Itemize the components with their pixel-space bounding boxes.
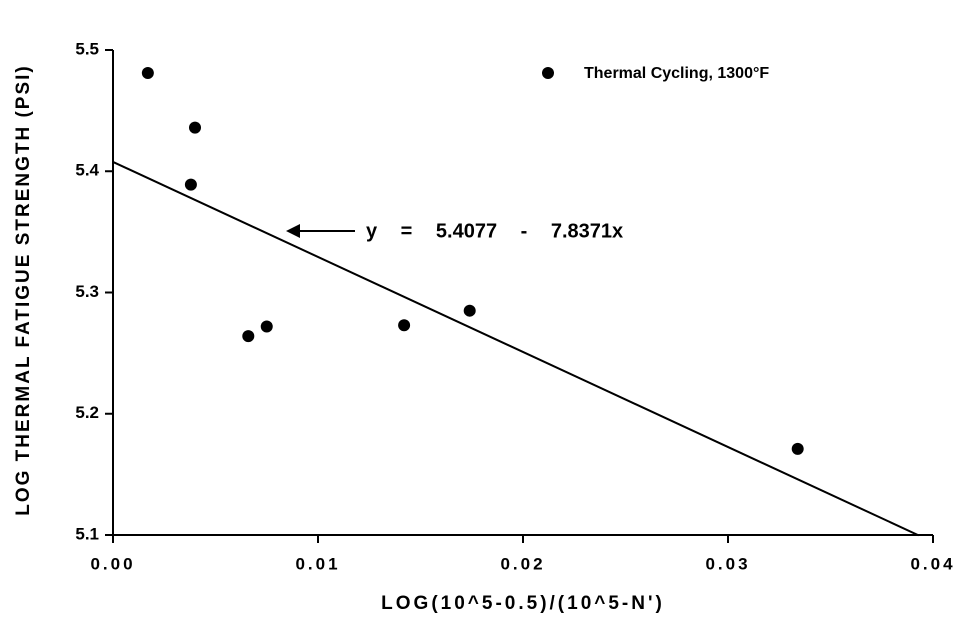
y-tick-label: 5.2 xyxy=(75,403,99,422)
x-tick-label: 0.03 xyxy=(705,554,750,573)
x-tick-label: 0.00 xyxy=(90,554,135,573)
x-axis-label: LOG(10^5-0.5)/(10^5-N') xyxy=(381,593,665,614)
scatter-point xyxy=(184,178,197,191)
y-tick-label: 5.4 xyxy=(75,161,99,180)
annotation: y = 5.4077 - 7.8371x xyxy=(366,220,623,242)
y-tick-label: 5.1 xyxy=(75,524,99,543)
legend-label: Thermal Cycling, 1300°F xyxy=(584,65,769,82)
y-tick-label: 5.5 xyxy=(75,39,99,58)
scatter-point xyxy=(141,67,154,80)
fit-line xyxy=(112,161,920,537)
scatter-point xyxy=(463,304,476,317)
y-axis-label: LOG THERMAL FATIGUE STRENGTH (PSI) xyxy=(13,64,34,516)
x-tick-label: 0.01 xyxy=(295,554,340,573)
scatter-point xyxy=(260,320,273,333)
scatter-point xyxy=(398,319,411,332)
legend-marker xyxy=(542,67,554,79)
x-tick-label: 0.04 xyxy=(910,554,955,573)
scatter-point xyxy=(189,121,201,134)
y-tick-label: 5.3 xyxy=(75,282,99,301)
scatter-point xyxy=(242,330,255,343)
x-tick-label: 0.02 xyxy=(500,554,545,573)
scatter-point xyxy=(791,442,804,455)
annotation-arrowhead xyxy=(286,224,300,238)
